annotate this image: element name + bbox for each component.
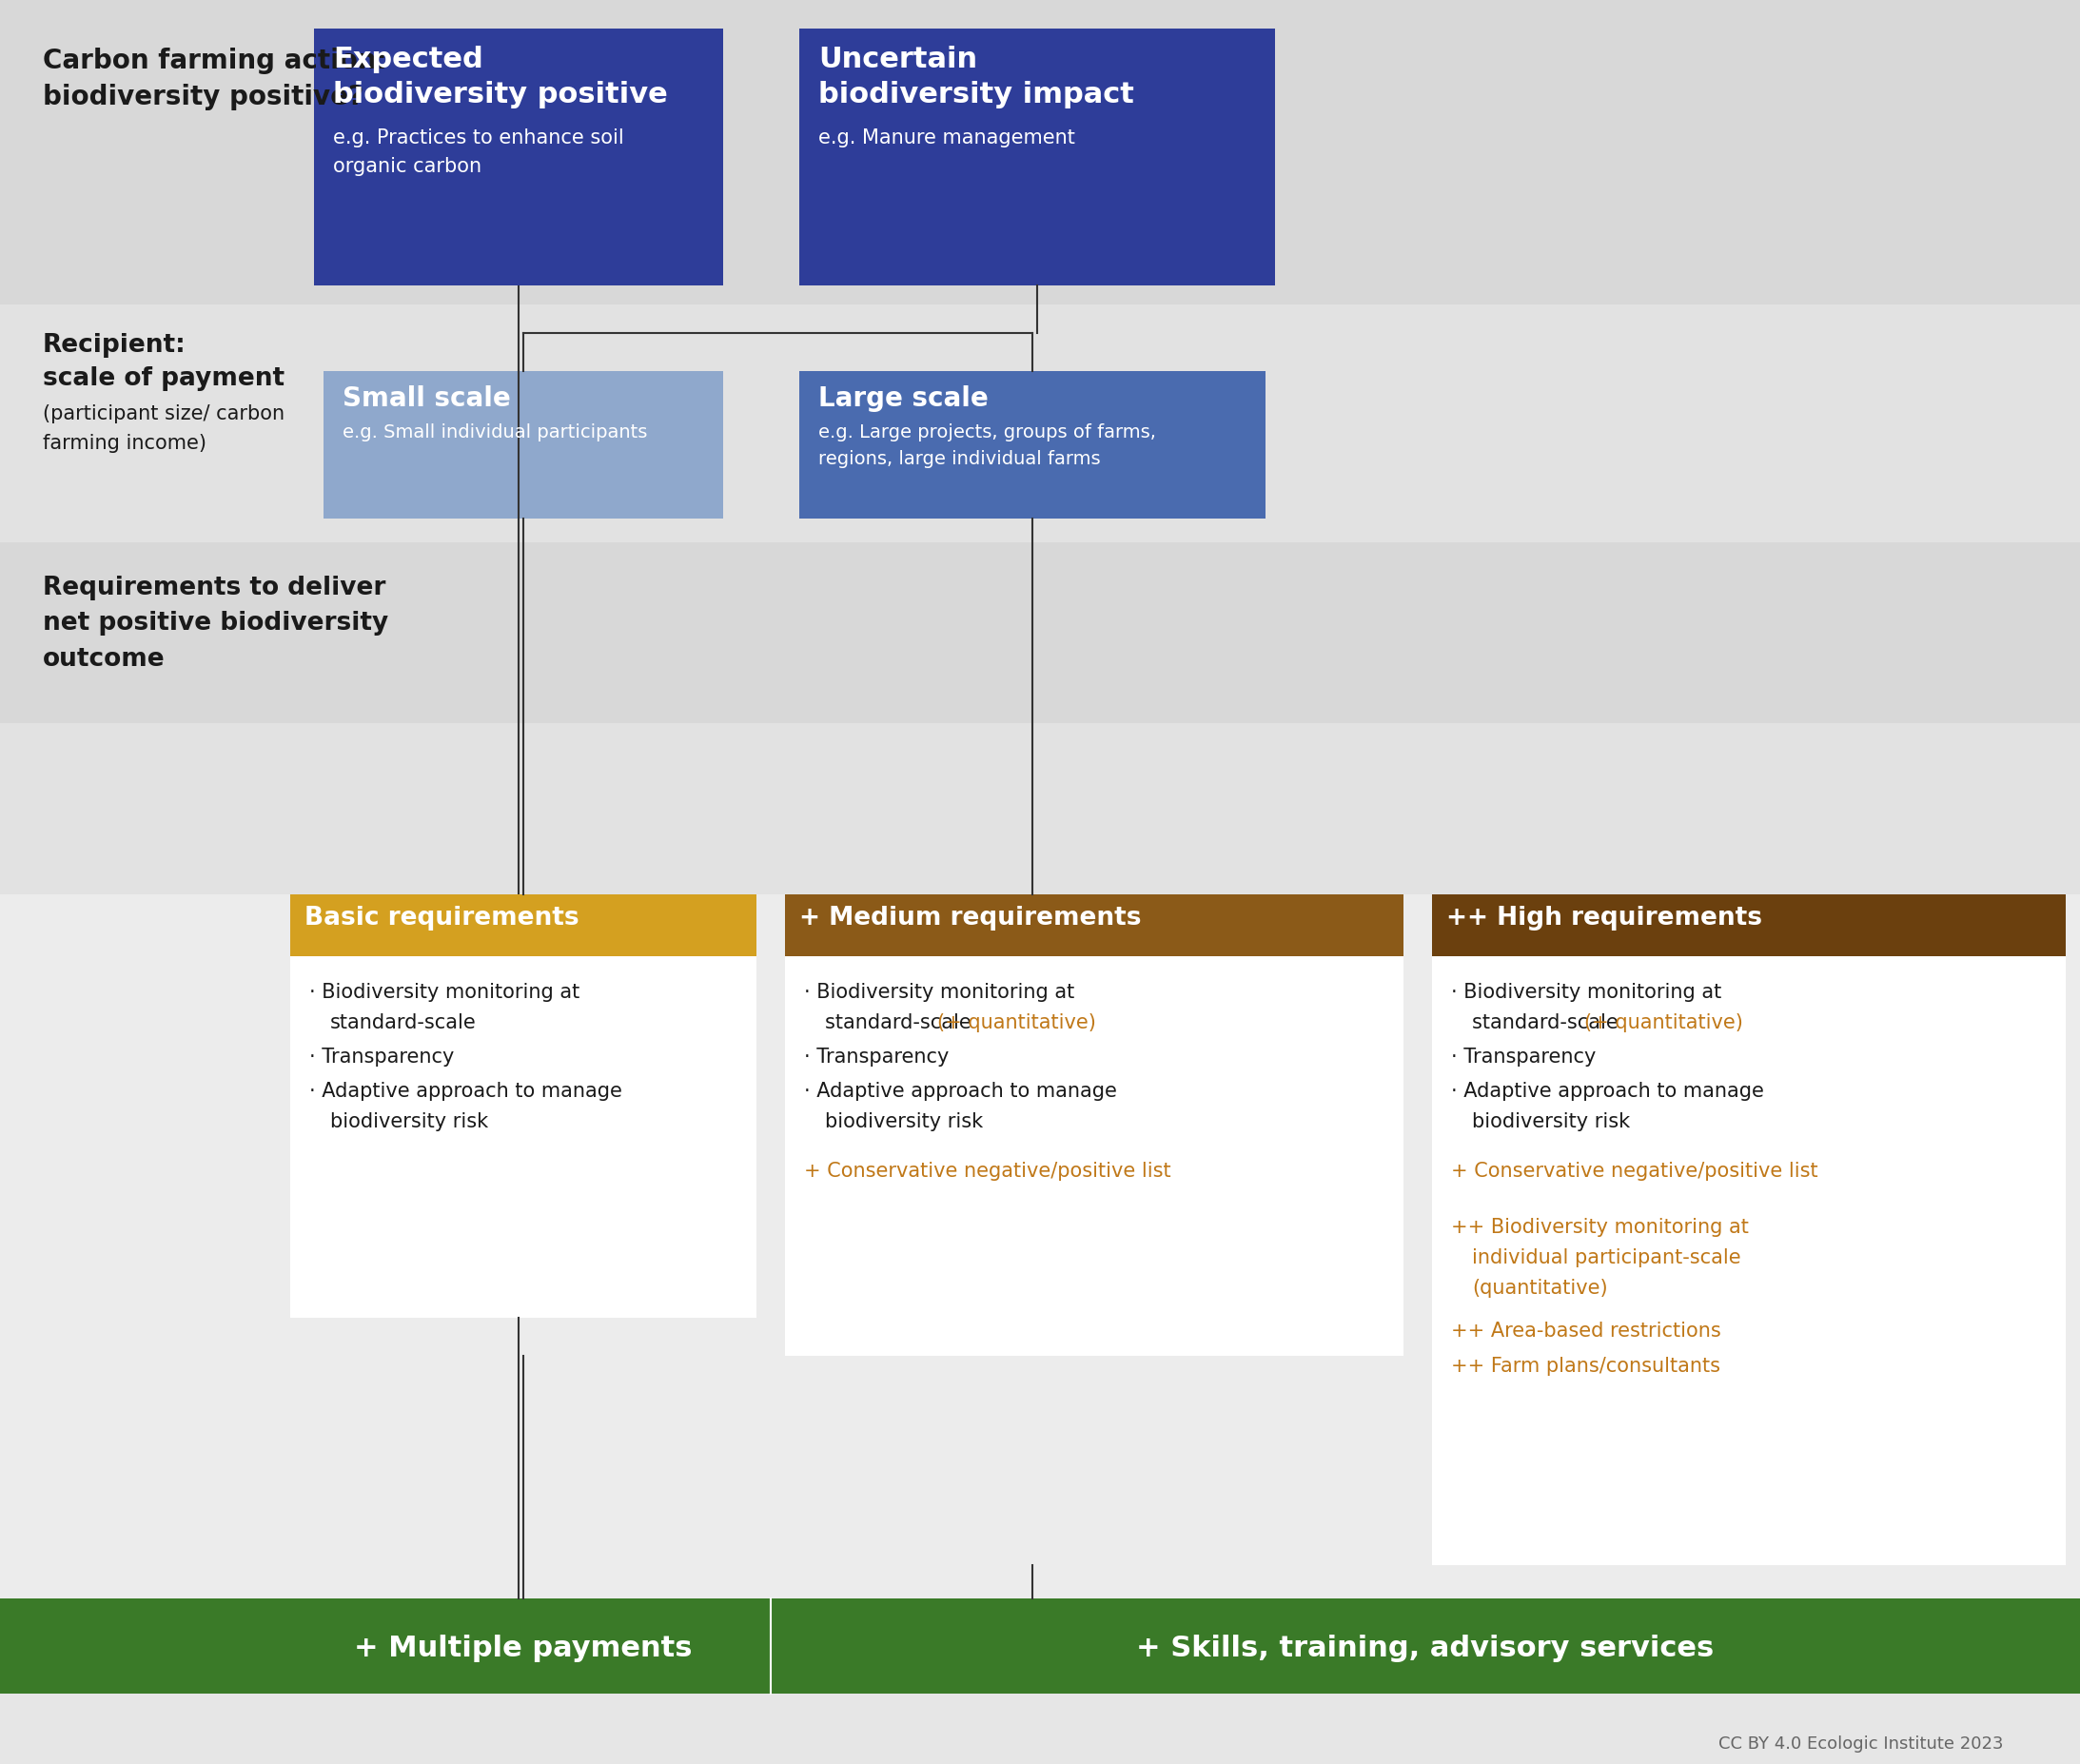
Bar xyxy=(1431,894,2065,956)
Text: Basic requirements: Basic requirements xyxy=(304,905,578,931)
Text: Uncertain: Uncertain xyxy=(817,46,978,74)
Text: Carbon farming action:: Carbon farming action: xyxy=(44,48,387,74)
Text: · Biodiversity monitoring at: · Biodiversity monitoring at xyxy=(310,983,580,1002)
Text: · Biodiversity monitoring at: · Biodiversity monitoring at xyxy=(805,983,1075,1002)
Text: standard-scale: standard-scale xyxy=(331,1013,476,1032)
Text: organic carbon: organic carbon xyxy=(333,157,483,176)
Bar xyxy=(314,28,724,286)
Text: ++ Farm plans/consultants: ++ Farm plans/consultants xyxy=(1452,1357,1720,1376)
Text: biodiversity risk: biodiversity risk xyxy=(1473,1113,1631,1131)
Bar xyxy=(784,956,1404,1357)
Text: Requirements to deliver: Requirements to deliver xyxy=(44,575,385,600)
Text: e.g. Practices to enhance soil: e.g. Practices to enhance soil xyxy=(333,129,624,148)
Bar xyxy=(799,370,1265,519)
Text: (participant size/ carbon: (participant size/ carbon xyxy=(44,404,285,423)
Bar xyxy=(0,1598,2080,1693)
Text: outcome: outcome xyxy=(44,647,164,672)
Text: biodiversity risk: biodiversity risk xyxy=(331,1113,489,1131)
Text: · Adaptive approach to manage: · Adaptive approach to manage xyxy=(1452,1081,1764,1101)
Text: + Multiple payments: + Multiple payments xyxy=(354,1635,693,1662)
Bar xyxy=(0,542,2080,723)
Text: + Medium requirements: + Medium requirements xyxy=(799,905,1142,931)
Text: (+ quantitative): (+ quantitative) xyxy=(1585,1013,1743,1032)
Text: standard-scale: standard-scale xyxy=(826,1013,978,1032)
Bar xyxy=(784,894,1404,956)
Bar xyxy=(1431,956,2065,1565)
Bar xyxy=(291,956,757,1318)
Text: (+ quantitative): (+ quantitative) xyxy=(938,1013,1096,1032)
Text: Small scale: Small scale xyxy=(343,385,512,413)
Text: ++ Biodiversity monitoring at: ++ Biodiversity monitoring at xyxy=(1452,1217,1749,1237)
Text: Expected: Expected xyxy=(333,46,483,74)
Text: ++ High requirements: ++ High requirements xyxy=(1446,905,1762,931)
Bar xyxy=(0,305,2080,542)
Text: e.g. Small individual participants: e.g. Small individual participants xyxy=(343,423,647,441)
Text: · Transparency: · Transparency xyxy=(310,1048,453,1067)
Text: individual participant-scale: individual participant-scale xyxy=(1473,1249,1741,1267)
Text: regions, large individual farms: regions, large individual farms xyxy=(817,450,1100,467)
Text: (quantitative): (quantitative) xyxy=(1473,1279,1608,1298)
Text: · Adaptive approach to manage: · Adaptive approach to manage xyxy=(805,1081,1117,1101)
Bar xyxy=(0,894,2080,1598)
Bar xyxy=(799,28,1275,286)
Text: · Biodiversity monitoring at: · Biodiversity monitoring at xyxy=(1452,983,1722,1002)
Text: + Conservative negative/positive list: + Conservative negative/positive list xyxy=(1452,1162,1818,1180)
Text: farming income): farming income) xyxy=(44,434,206,453)
Bar xyxy=(0,1693,2080,1764)
Text: + Conservative negative/positive list: + Conservative negative/positive list xyxy=(805,1162,1171,1180)
Text: biodiversity positive: biodiversity positive xyxy=(333,81,668,108)
Text: Recipient:: Recipient: xyxy=(44,333,187,358)
Bar xyxy=(291,894,757,956)
Bar xyxy=(0,723,2080,894)
Text: net positive biodiversity: net positive biodiversity xyxy=(44,610,389,635)
Text: biodiversity positive?: biodiversity positive? xyxy=(44,83,364,111)
Text: CC BY 4.0 Ecologic Institute 2023: CC BY 4.0 Ecologic Institute 2023 xyxy=(1718,1736,2003,1753)
Text: · Adaptive approach to manage: · Adaptive approach to manage xyxy=(310,1081,622,1101)
Text: scale of payment: scale of payment xyxy=(44,367,285,392)
Text: biodiversity impact: biodiversity impact xyxy=(817,81,1134,108)
Bar xyxy=(0,0,2080,305)
Text: e.g. Large projects, groups of farms,: e.g. Large projects, groups of farms, xyxy=(817,423,1156,441)
Text: ++ Area-based restrictions: ++ Area-based restrictions xyxy=(1452,1321,1720,1341)
Text: e.g. Manure management: e.g. Manure management xyxy=(817,129,1075,148)
Text: · Transparency: · Transparency xyxy=(1452,1048,1595,1067)
Text: biodiversity risk: biodiversity risk xyxy=(826,1113,984,1131)
Bar xyxy=(324,370,724,519)
Text: · Transparency: · Transparency xyxy=(805,1048,948,1067)
Text: standard-scale: standard-scale xyxy=(1473,1013,1624,1032)
Text: Large scale: Large scale xyxy=(817,385,988,413)
Text: + Skills, training, advisory services: + Skills, training, advisory services xyxy=(1136,1635,1714,1662)
